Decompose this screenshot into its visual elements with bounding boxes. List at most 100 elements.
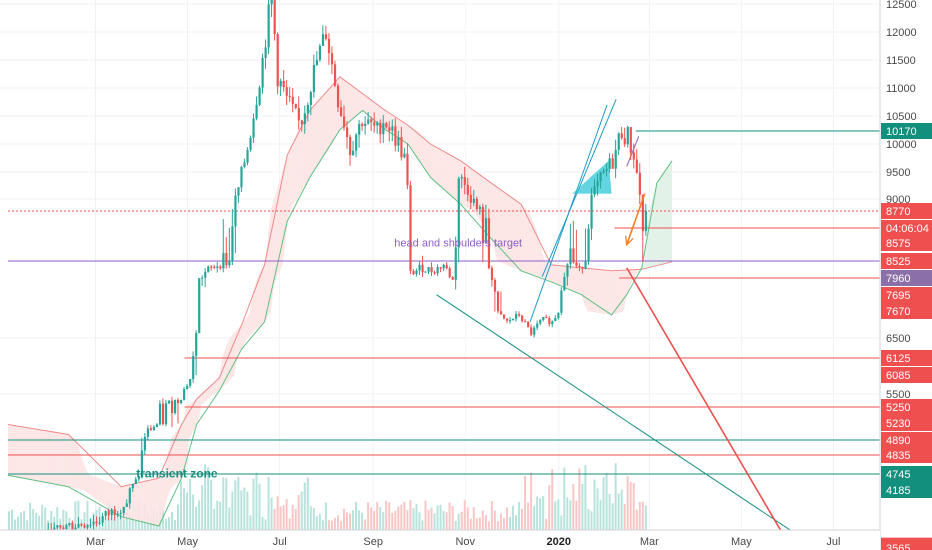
cloud-slice [632,269,636,280]
cloud-slice [195,397,199,428]
candle-body [74,527,77,530]
candle-body [584,261,587,269]
cloud-slice [183,406,187,477]
candle-body [264,47,267,58]
candle-body [291,96,294,104]
volume-bar [339,521,342,530]
candle-body [397,137,400,146]
time-axis-bg [0,530,880,550]
time-axis[interactable]: Mar May Jul Sep Nov 2020 Mar May Jul [0,529,880,550]
cloud-slice [530,213,534,275]
candle-body [173,399,177,414]
volume-bar [442,510,445,530]
cloud-slice [620,270,624,313]
candle-body [406,153,409,186]
volume-bar [65,511,68,530]
cloud-slice [436,147,440,186]
candle-body [183,389,186,400]
volume-bar [300,491,303,530]
volume-bar [391,512,394,530]
candle-body [243,162,246,167]
volume-bar [466,507,469,530]
annotation-label: transient zone [136,467,218,481]
volume-bar [258,483,261,530]
cloud-slice [29,428,33,480]
volume-bar [463,500,466,530]
cloud-slice [397,118,401,139]
volume-bar [128,514,131,530]
cloud-slice [315,100,319,169]
price-tag-label: 8525 [886,256,910,268]
cloud-slice [439,149,443,189]
cloud-slice [575,267,579,294]
candle-body [490,268,494,280]
cloud-slice [361,92,365,112]
cloud-slice [74,438,78,489]
volume-bar [216,500,219,530]
volume-bar [303,482,306,530]
price-axis[interactable]: 5500650090009500100001050011000115001200… [879,0,932,550]
candle-body [261,57,264,88]
cloud-slice [173,430,178,486]
cloud-slice [110,482,114,512]
cloud-slice [521,204,525,272]
cloud-slice [370,99,374,120]
candle-body [315,59,319,65]
volume-bar [333,517,336,530]
candle-body [225,253,228,266]
cloud-slice [451,155,455,199]
cloud-slice [442,150,446,191]
candle-body [599,172,602,182]
cloud-slice [95,477,99,501]
cloud-slice [270,201,274,313]
volume-bar [309,506,312,530]
volume-bar [572,483,575,530]
cloud-slice [539,238,543,278]
cloud-slice [578,267,582,295]
price-tag [881,123,932,139]
candle-body [454,247,457,280]
volume-bar [554,501,557,530]
cloud-slice [68,434,72,488]
volume-bar [35,512,38,530]
target-arrow [625,267,791,547]
candle-body [605,168,608,171]
volume-bar [560,515,563,530]
volume-bar [421,520,424,530]
candle-body [77,523,80,528]
volume-bar [373,511,376,530]
cloud-slice [14,425,18,477]
cloud-slice [445,152,449,194]
volume-bar [397,506,400,530]
candle-body [113,509,116,516]
candle-body [451,276,454,280]
price-tag [881,540,932,550]
volume-bar [276,496,279,530]
ichimoku-cloud [7,76,673,527]
candle-body [554,318,557,322]
cloud-slice [32,428,36,481]
candle-body [279,80,282,87]
candle-body [379,122,382,135]
candle-body [180,399,183,404]
candle-body [327,38,331,54]
volume-bar [563,467,566,530]
candle-body [385,123,388,128]
candle-body [469,194,472,203]
candle-body [270,0,273,5]
cloud-slice [71,436,75,489]
volume-bar [234,480,237,530]
cloud-slice [240,322,244,352]
candle-body [146,428,150,437]
volume-bar [282,505,285,530]
price-tag-label: 4835 [886,450,910,462]
cloud-upper-line [7,76,673,488]
candle-body [186,385,189,390]
shoulder-line [626,136,640,167]
volume-bar [518,502,521,530]
cloud-slice [415,129,419,160]
candle-body [629,127,632,153]
volume-bars [8,463,647,530]
cloud-slice [391,114,395,135]
